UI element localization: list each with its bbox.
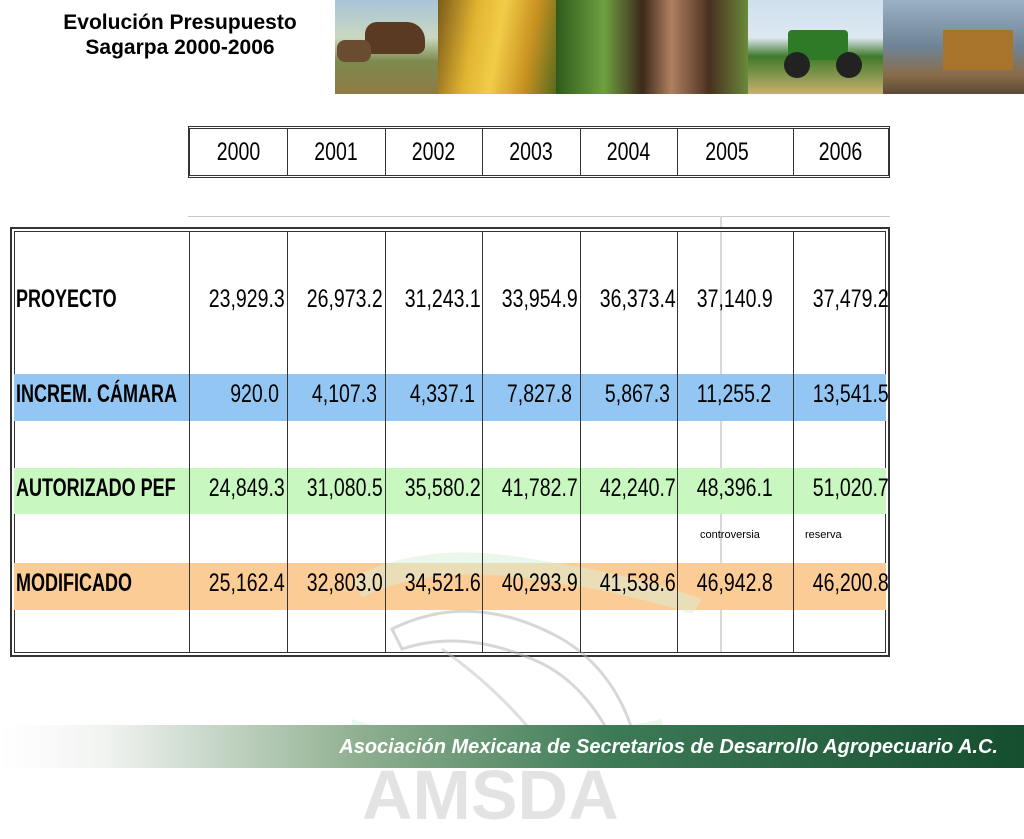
truck-photo <box>883 0 1024 94</box>
value-cell: 40,293.9 <box>501 569 578 597</box>
column-separator <box>287 231 288 653</box>
tractor-wheel <box>836 52 862 78</box>
year-header: 2005 <box>705 138 749 166</box>
value-cell: 4,337.1 <box>409 380 475 408</box>
value-cell: 25,162.4 <box>208 569 285 597</box>
slide-title: Evolución Presupuesto Sagarpa 2000-2006 <box>30 10 330 60</box>
value-cell: 42,240.7 <box>599 474 676 502</box>
row-band-increm-camara <box>14 374 886 421</box>
column-separator <box>385 231 386 653</box>
value-cell: 13,541.5 <box>812 380 889 408</box>
row-label-increm-camara: INCREM. CÁMARA <box>16 380 177 408</box>
footer-bar: Asociación Mexicana de Secretarios de De… <box>0 725 1024 768</box>
value-cell: 7,827.8 <box>506 380 572 408</box>
value-cell: 4,107.3 <box>311 380 377 408</box>
value-cell: 23,929.3 <box>208 285 285 313</box>
note-reserva: reserva <box>805 529 842 541</box>
value-cell: 51,020.7 <box>812 474 889 502</box>
row-band-autorizado-pef <box>14 468 886 514</box>
value-cell: 48,396.1 <box>696 474 773 502</box>
value-cell: 41,538.6 <box>599 569 676 597</box>
value-cell: 41,782.7 <box>501 474 578 502</box>
value-cell: 35,580.2 <box>404 474 481 502</box>
value-cell: 26,973.2 <box>306 285 383 313</box>
section-divider <box>188 216 890 217</box>
column-separator <box>580 129 581 176</box>
section-divider <box>720 216 722 656</box>
value-cell: 31,080.5 <box>306 474 383 502</box>
title-line-2: Sagarpa 2000-2006 <box>85 36 275 59</box>
value-cell: 37,140.9 <box>696 285 773 313</box>
year-header: 2002 <box>411 138 456 166</box>
value-cell: 5,867.3 <box>604 380 670 408</box>
header-photo-strip <box>335 0 1024 94</box>
year-header: 2003 <box>509 138 553 166</box>
title-line-1: Evolución Presupuesto <box>63 11 297 34</box>
value-cell: 46,942.8 <box>696 569 773 597</box>
budget-table: AMSDA PROYECTO 23,929.3 26,973.2 31,243.… <box>10 227 890 834</box>
column-separator <box>793 129 794 176</box>
year-header: 2004 <box>606 138 651 166</box>
tractor-wheel <box>784 52 810 78</box>
row-label-proyecto: PROYECTO <box>16 285 117 313</box>
value-cell: 24,849.3 <box>208 474 285 502</box>
value-cell: 37,479.2 <box>812 285 889 313</box>
column-separator <box>287 129 288 176</box>
column-separator <box>580 231 581 653</box>
value-cell: 46,200.8 <box>812 569 889 597</box>
row-label-modificado: MODIFICADO <box>16 569 132 597</box>
value-cell: 920.0 <box>230 380 279 408</box>
column-separator <box>677 129 678 176</box>
value-cell: 36,373.4 <box>599 285 676 313</box>
value-cell: 11,255.2 <box>696 380 772 408</box>
amsda-watermark-logo: AMSDA <box>352 552 702 834</box>
value-cell: 32,803.0 <box>306 569 383 597</box>
value-cell: 33,954.9 <box>501 285 578 313</box>
cattle-photo <box>335 0 438 94</box>
column-separator <box>482 231 483 653</box>
year-header-table: 2000 2001 2002 2003 2004 2005 2006 <box>188 126 890 178</box>
value-cell: 31,243.1 <box>404 285 481 313</box>
farmer-photo <box>556 0 748 94</box>
tractor-photo <box>748 0 883 94</box>
column-separator <box>482 129 483 176</box>
column-separator <box>189 231 190 653</box>
column-separator <box>677 231 678 653</box>
footer-organization-name: Asociación Mexicana de Secretarios de De… <box>339 736 998 758</box>
row-label-autorizado-pef: AUTORIZADO PEF <box>16 474 176 502</box>
truck-shape <box>943 30 1013 70</box>
corn-photo <box>438 0 556 94</box>
column-separator <box>793 231 794 653</box>
cow-shape <box>365 22 425 54</box>
column-separator <box>385 129 386 176</box>
note-controversia: controversia <box>700 529 760 541</box>
year-header: 2006 <box>818 138 863 166</box>
value-cell: 34,521.6 <box>404 569 481 597</box>
cow-shape-small <box>337 40 371 62</box>
year-header: 2000 <box>216 138 261 166</box>
year-header: 2001 <box>314 138 358 166</box>
